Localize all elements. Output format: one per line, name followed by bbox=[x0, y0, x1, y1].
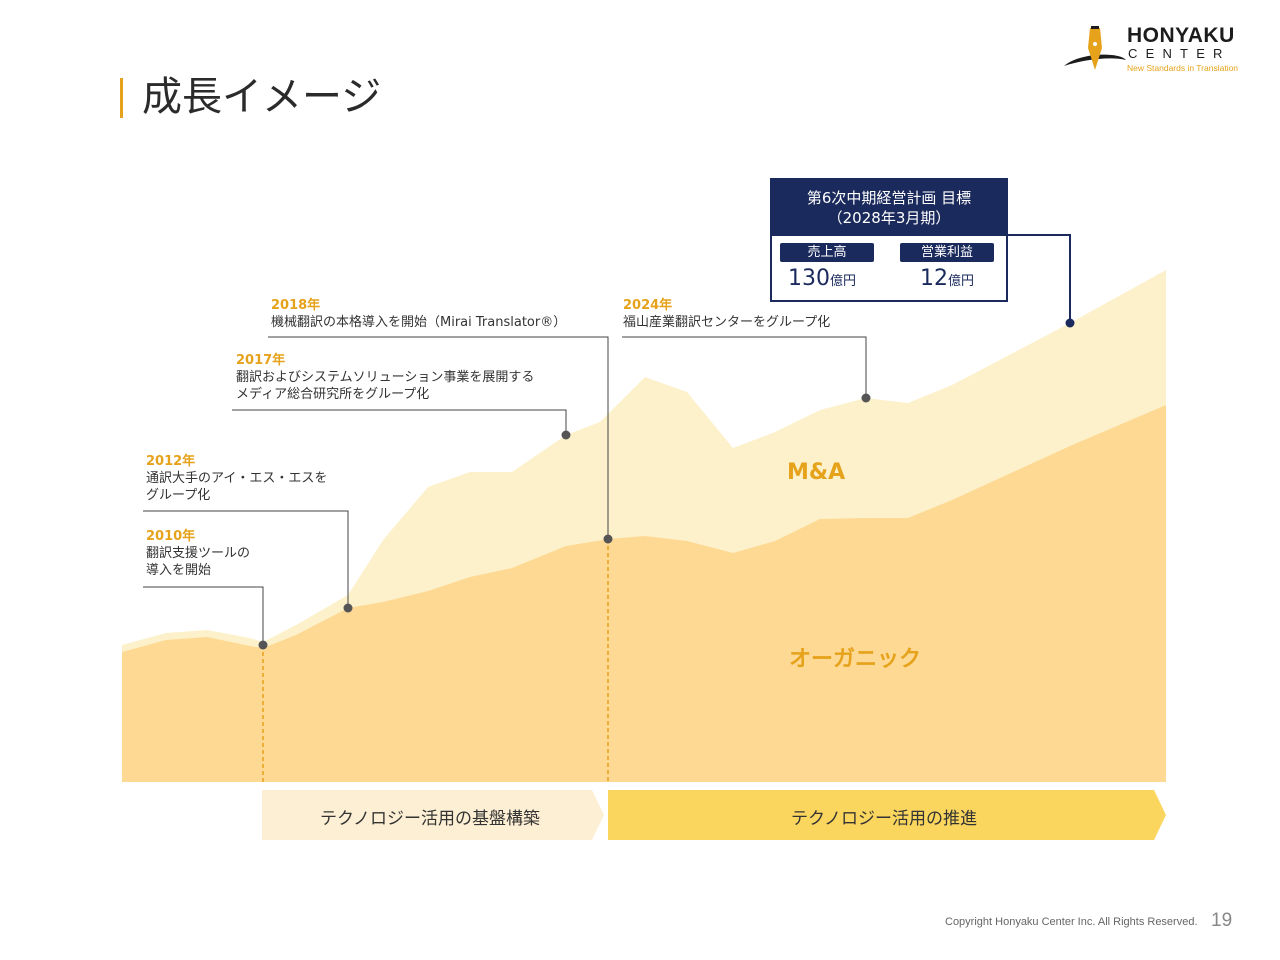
milestone-dot-2024 bbox=[861, 393, 871, 403]
page-number: 19 bbox=[1211, 910, 1233, 931]
target-dot bbox=[1065, 318, 1075, 328]
milestone-text-2012-line1: 通訳大手のアイ・エス・エスを bbox=[146, 471, 328, 486]
sales-label: 売上高 bbox=[780, 243, 874, 262]
phase-label-1: テクノロジー活用の基盤構築 bbox=[320, 809, 540, 829]
organic-label: オーガニック bbox=[789, 647, 922, 672]
profit-value-group: 12億円 bbox=[920, 266, 974, 291]
milestone-text-2017-line2: メディア総合研究所をグループ化 bbox=[236, 387, 430, 402]
milestone-dot-2012 bbox=[343, 603, 353, 613]
callout-line-2010 bbox=[143, 586, 264, 645]
milestone-year-2017: 2017年 bbox=[236, 353, 286, 368]
target-header: 第6次中期経営計画 目標 （2028年3月期） bbox=[772, 180, 1006, 236]
milestone-year-2010: 2010年 bbox=[146, 529, 196, 544]
milestone-text-2010-line1: 翻訳支援ツールの bbox=[146, 546, 251, 561]
logo-subtitle: CENTER bbox=[1128, 46, 1231, 61]
milestone-text-2010-line2: 導入を開始 bbox=[146, 563, 212, 578]
phase-label-2: テクノロジー活用の推進 bbox=[791, 809, 977, 829]
profit-label: 営業利益 bbox=[900, 243, 994, 262]
callout-line-2017 bbox=[232, 409, 567, 435]
milestone-text-2024-line1: 福山産業翻訳センターをグループ化 bbox=[623, 315, 831, 330]
milestone-text-2018-line1: 機械翻訳の本格導入を開始（Mirai Translator®） bbox=[271, 315, 567, 330]
milestone-text-2012-line2: グループ化 bbox=[146, 488, 211, 503]
sales-value: 130 bbox=[788, 266, 830, 291]
honyaku-center-logo bbox=[1064, 26, 1126, 70]
logo-swoosh-icon bbox=[1064, 54, 1126, 66]
callout-line-2012 bbox=[143, 510, 349, 608]
milestone-dot-2017 bbox=[561, 430, 571, 440]
target-period: （2028年3月期） bbox=[827, 209, 951, 227]
title-accent-bar bbox=[120, 78, 123, 118]
phase-arrow-1 bbox=[262, 790, 604, 840]
logo-wordmark: HONYAKU bbox=[1127, 24, 1235, 47]
logo-pen-nib-icon bbox=[1088, 28, 1102, 70]
page-title: 成長イメージ bbox=[142, 74, 382, 120]
milestone-text-2017-line1: 翻訳およびシステムソリューション事業を展開する bbox=[236, 370, 535, 385]
target-title: 第6次中期経営計画 目標 bbox=[806, 189, 972, 207]
profit-unit: 億円 bbox=[948, 274, 975, 289]
profit-value: 12 bbox=[920, 266, 948, 291]
callout-line-2024 bbox=[622, 336, 867, 398]
ma-label: M&A bbox=[787, 460, 846, 485]
organic-area bbox=[122, 405, 1166, 782]
milestone-dot-2010 bbox=[258, 640, 268, 650]
milestone-year-2018: 2018年 bbox=[271, 298, 321, 313]
phase-arrow-2 bbox=[608, 790, 1166, 840]
callout-line-2018 bbox=[268, 336, 609, 539]
milestone-year-2024: 2024年 bbox=[623, 298, 673, 313]
milestone-dot-2018 bbox=[603, 534, 613, 544]
sales-value-group: 130億円 bbox=[788, 266, 856, 291]
copyright-text: Copyright Honyaku Center Inc. All Rights… bbox=[945, 916, 1198, 928]
logo-tagline: New Standards in Translation bbox=[1127, 63, 1239, 73]
milestone-year-2012: 2012年 bbox=[146, 454, 196, 469]
sales-unit: 億円 bbox=[830, 274, 857, 289]
callout-line-target bbox=[1005, 234, 1071, 323]
target-box: 第6次中期経営計画 目標 （2028年3月期） 売上高 営業利益 130億円 1… bbox=[770, 178, 1008, 302]
